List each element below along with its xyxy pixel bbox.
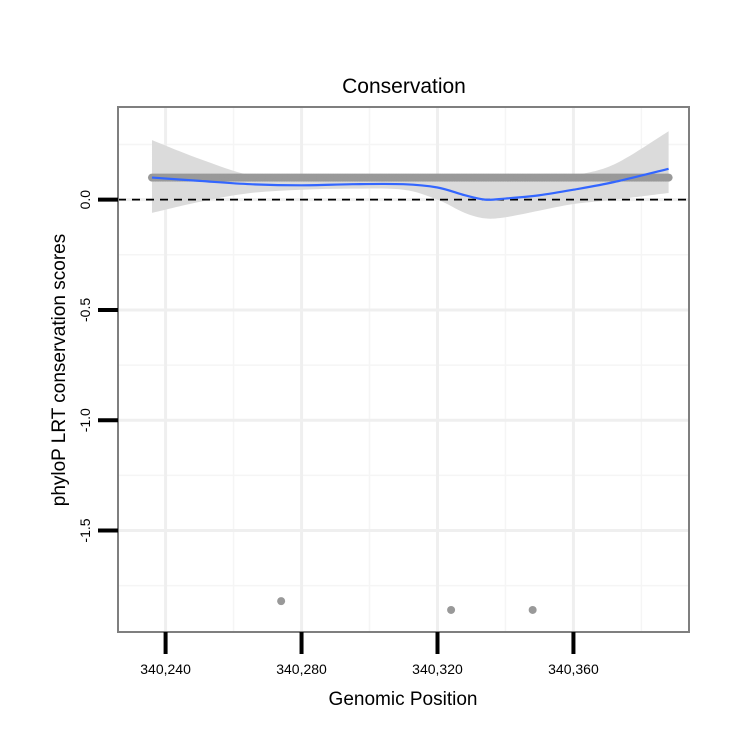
y-tick-label: 0.0 — [77, 190, 93, 210]
plot-panel — [117, 106, 690, 633]
x-axis-label: Genomic Position — [329, 689, 478, 710]
x-tick-label: 340,360 — [548, 661, 599, 677]
outlier-point — [277, 597, 286, 606]
y-tick-label: -1.0 — [77, 408, 93, 432]
y-tick-label: -0.5 — [77, 298, 93, 322]
outlier-point — [447, 605, 456, 614]
x-tick-label: 340,240 — [140, 661, 191, 677]
grid-lines — [118, 107, 689, 632]
confidence-band — [151, 131, 669, 219]
y-axis: 0.0 -0.5 -1.0 -1.5 — [77, 190, 118, 543]
data-points — [147, 173, 673, 614]
y-tick-label: -1.5 — [77, 518, 93, 542]
x-tick-label: 340,320 — [412, 661, 463, 677]
panel-border — [117, 106, 690, 633]
x-tick-label: 340,280 — [276, 661, 327, 677]
y-axis-label: phyloP LRT conservation scores — [49, 234, 70, 507]
data-point — [664, 173, 673, 182]
outlier-point — [528, 605, 537, 614]
smooth-trend-line — [151, 167, 669, 201]
x-axis: 340,240 340,280 340,320 340,360 — [140, 632, 599, 677]
chart-title: Conservation — [342, 75, 466, 98]
